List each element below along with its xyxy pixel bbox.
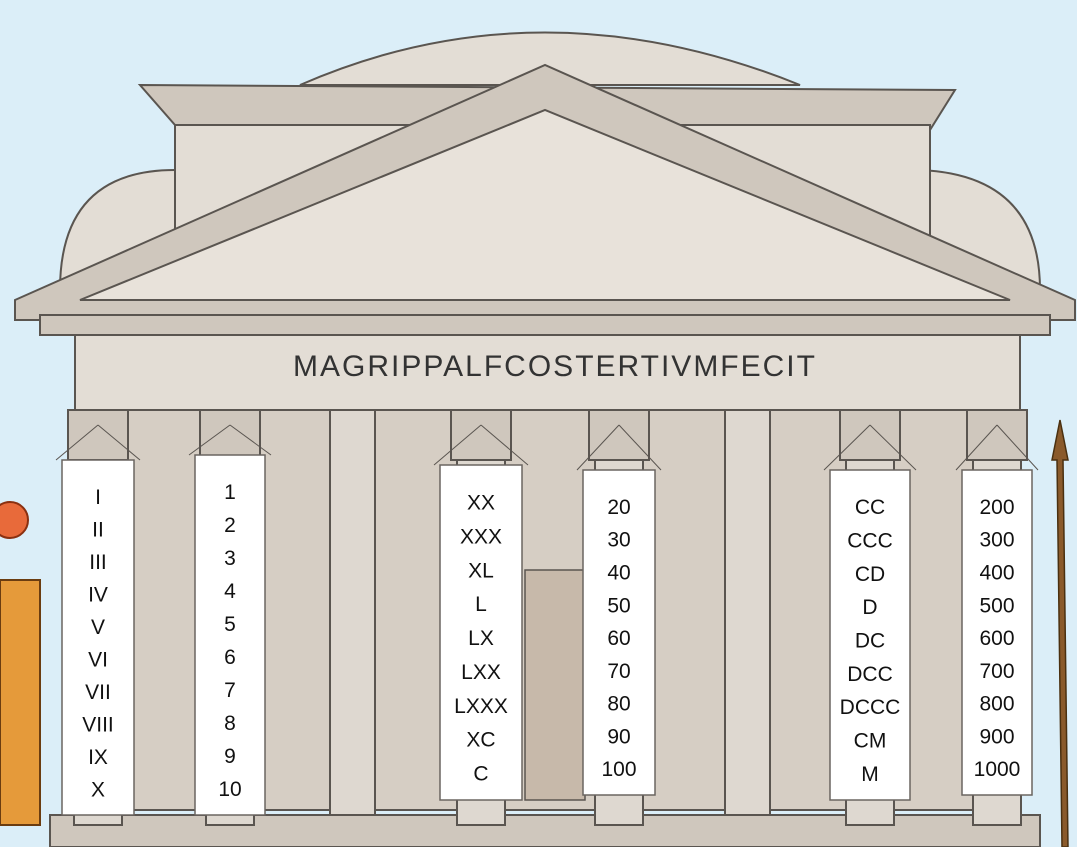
capital <box>589 410 649 460</box>
numeral: 50 <box>607 594 630 617</box>
numeral: VII <box>85 681 111 704</box>
numeral: X <box>91 778 105 801</box>
capital <box>967 410 1027 460</box>
numeral: D <box>862 596 877 619</box>
numeral: IV <box>88 583 108 606</box>
numeral: 1000 <box>974 758 1021 781</box>
inscription: MAGRIPPALFCOSTERTIVMFECIT <box>293 350 817 383</box>
numeral: XC <box>466 729 495 752</box>
dentils <box>40 315 1050 335</box>
shield <box>0 580 40 825</box>
numeral: 1 <box>224 481 236 504</box>
numeral: 5 <box>224 613 236 636</box>
numeral: V <box>91 616 105 639</box>
numeral: DCCC <box>840 696 901 719</box>
numeral: CM <box>854 730 887 753</box>
numeral: 500 <box>979 594 1014 617</box>
numeral: 700 <box>979 660 1014 683</box>
numeral: 2 <box>224 514 236 537</box>
numeral: CC <box>855 496 885 519</box>
capital <box>840 410 900 460</box>
numeral: IX <box>88 746 108 769</box>
numeral: 20 <box>607 496 630 519</box>
numeral: 80 <box>607 693 630 716</box>
pantheon-scene: MAGRIPPALFCOSTERTIVMFECIT IIIIIIIVVVIVII… <box>0 0 1077 847</box>
numeral: III <box>89 551 107 574</box>
numeral: DC <box>855 630 885 653</box>
capital <box>451 410 511 460</box>
numeral: 600 <box>979 627 1014 650</box>
numeral: 6 <box>224 646 236 669</box>
doorway <box>525 570 585 800</box>
numeral: XXX <box>460 525 502 548</box>
numeral: 3 <box>224 547 236 570</box>
numeral: C <box>473 763 488 786</box>
helmet-plume <box>0 502 28 538</box>
numeral: 800 <box>979 693 1014 716</box>
numeral: 4 <box>224 580 236 603</box>
numeral: 90 <box>607 725 630 748</box>
numeral: 100 <box>601 758 636 781</box>
numeral: 9 <box>224 745 236 768</box>
numeral: 40 <box>607 561 630 584</box>
numeral: 30 <box>607 529 630 552</box>
column <box>725 410 770 825</box>
numeral: 60 <box>607 627 630 650</box>
numeral: 400 <box>979 561 1014 584</box>
column <box>330 410 375 825</box>
numeral: CD <box>855 563 885 586</box>
numeral: CCC <box>847 530 893 553</box>
numeral: LXX <box>461 661 501 684</box>
numeral: M <box>861 763 879 786</box>
numeral: LXXX <box>454 695 508 718</box>
numeral: 7 <box>224 679 236 702</box>
numeral: 8 <box>224 712 236 735</box>
numeral: DCC <box>847 663 893 686</box>
numeral: 10 <box>218 778 241 801</box>
numeral: XL <box>468 559 494 582</box>
numeral: 300 <box>979 529 1014 552</box>
numeral: VIII <box>82 713 114 736</box>
capital <box>200 410 260 460</box>
numeral: XX <box>467 491 495 514</box>
numeral: I <box>95 486 101 509</box>
numeral: II <box>92 518 104 541</box>
numeral: 200 <box>979 496 1014 519</box>
numeral: VI <box>88 648 108 671</box>
numeral: L <box>475 593 487 616</box>
numeral: LX <box>468 627 494 650</box>
numeral: 900 <box>979 725 1014 748</box>
numeral: 70 <box>607 660 630 683</box>
capital <box>68 410 128 460</box>
